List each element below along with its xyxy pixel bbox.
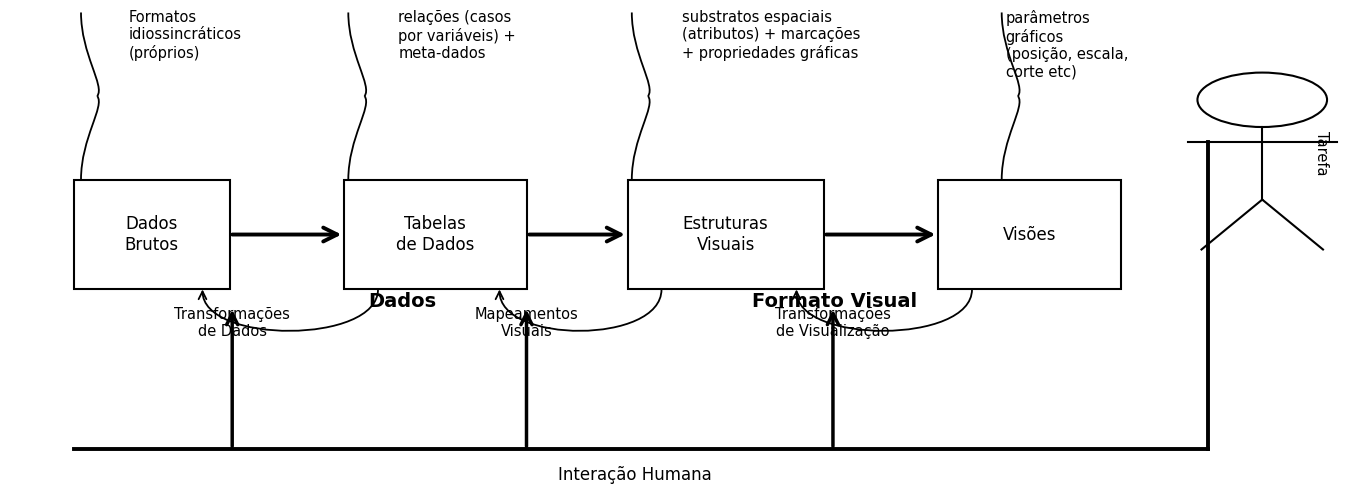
FancyArrowPatch shape: [792, 289, 972, 331]
Text: relações (casos
por variáveis) +
meta-dados: relações (casos por variáveis) + meta-da…: [398, 10, 516, 61]
Text: substratos espaciais
(atributos) + marcações
+ propriedades gráficas: substratos espaciais (atributos) + marca…: [682, 10, 860, 61]
Text: Tabelas
de Dados: Tabelas de Dados: [396, 215, 475, 254]
Text: Tarefa: Tarefa: [1314, 131, 1328, 176]
Text: Estruturas
Visuais: Estruturas Visuais: [683, 215, 768, 254]
Text: Transformações
de Visualização: Transformações de Visualização: [775, 307, 891, 339]
Text: Dados
Brutos: Dados Brutos: [124, 215, 180, 254]
Text: Formato Visual: Formato Visual: [752, 292, 917, 311]
FancyArrowPatch shape: [495, 289, 662, 331]
FancyArrowPatch shape: [198, 289, 378, 331]
Text: parâmetros
gráficos
(posição, escala,
corte etc): parâmetros gráficos (posição, escala, co…: [1006, 10, 1129, 79]
Bar: [938, 180, 1120, 289]
Text: Transformações
de Dados: Transformações de Dados: [174, 307, 290, 339]
Text: Mapeamentos
Visuais: Mapeamentos Visuais: [475, 307, 578, 339]
Text: Dados: Dados: [369, 292, 436, 311]
Text: Formatos
idiossincráticos
(próprios): Formatos idiossincráticos (próprios): [128, 10, 242, 61]
Text: Interação Humana: Interação Humana: [558, 466, 711, 484]
Bar: [74, 180, 230, 289]
Bar: [344, 180, 526, 289]
Bar: [628, 180, 824, 289]
Text: Visões: Visões: [1003, 226, 1056, 244]
